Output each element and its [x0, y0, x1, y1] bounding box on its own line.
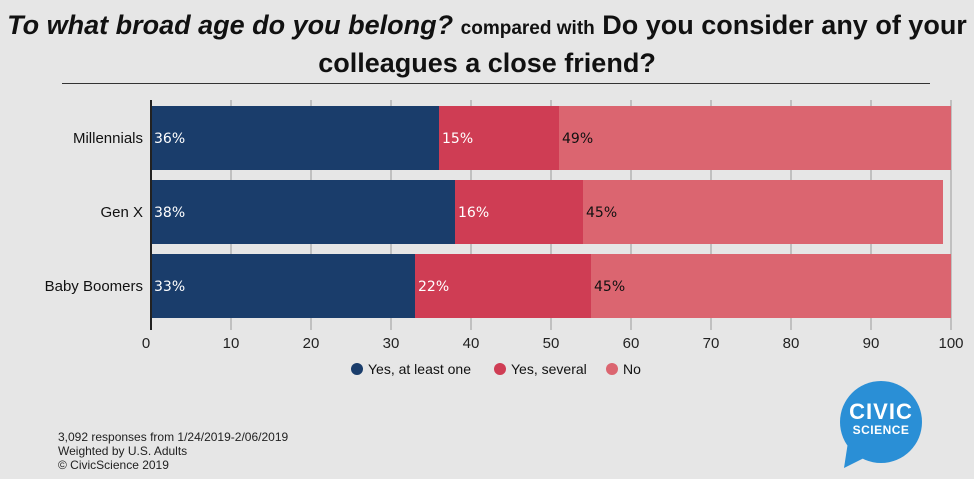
legend-marker — [351, 363, 363, 375]
bar-segment — [415, 254, 591, 318]
x-tick-label: 10 — [223, 335, 240, 352]
stacked-bar-chart: 0 10 20 30 40 50 60 70 80 90 100 36% 15% 49% Millennia… — [45, 100, 964, 377]
title-question-2: Do you consider any of your colleagues a… — [318, 10, 967, 78]
legend-marker — [606, 363, 618, 375]
legend-label: Yes, at least one — [368, 361, 471, 377]
data-label: 36% — [154, 131, 185, 147]
y-category-label: Baby Boomers — [45, 278, 143, 295]
x-tick-label: 0 — [142, 335, 150, 352]
title-connector: compared with — [460, 18, 595, 39]
footnote-copyright: © CivicScience 2019 — [58, 458, 169, 472]
bar-segment — [439, 106, 559, 170]
bar-segment — [151, 254, 415, 318]
civicscience-logo-icon — [840, 381, 922, 468]
data-label: 45% — [586, 205, 617, 221]
y-category-label: Gen X — [100, 204, 143, 221]
title-divider — [62, 83, 930, 84]
logo-line-2: SCIENCE — [852, 423, 910, 437]
footnote-weighting: Weighted by U.S. Adults — [58, 444, 188, 458]
logo-text: CIVIC SCIENCE — [836, 399, 926, 438]
x-tick-label: 40 — [463, 335, 480, 352]
bar-segment — [591, 254, 951, 318]
title-question-1: To what broad age do you belong? — [7, 10, 454, 40]
footnote-responses: 3,092 responses from 1/24/2019-2/06/2019 — [58, 430, 289, 444]
data-label: 16% — [458, 205, 489, 221]
x-tick-label: 30 — [383, 335, 400, 352]
x-tick-label: 50 — [543, 335, 560, 352]
legend-marker — [494, 363, 506, 375]
data-label: 38% — [154, 205, 185, 221]
data-label: 45% — [594, 279, 625, 295]
legend-label: Yes, several — [511, 361, 587, 377]
logo-line-1: CIVIC — [849, 399, 913, 424]
x-tick-label: 100 — [938, 335, 963, 352]
x-tick-label: 60 — [623, 335, 640, 352]
data-label: 33% — [154, 279, 185, 295]
bar-segment — [559, 106, 951, 170]
bar-segment — [583, 180, 943, 244]
x-tick-label: 90 — [863, 335, 880, 352]
chart-title: To what broad age do you belong? compare… — [0, 8, 974, 80]
bar-segment — [455, 180, 583, 244]
data-label: 15% — [442, 131, 473, 147]
data-label: 49% — [562, 131, 593, 147]
footnote: 3,092 responses from 1/24/2019-2/06/2019… — [58, 430, 288, 472]
data-label: 22% — [418, 279, 449, 295]
legend-label: No — [623, 361, 641, 377]
x-tick-label: 80 — [783, 335, 800, 352]
x-tick-label: 20 — [303, 335, 320, 352]
bar-segment — [151, 180, 455, 244]
y-category-label: Millennials — [73, 130, 143, 147]
bar-segment — [151, 106, 439, 170]
x-tick-label: 70 — [703, 335, 720, 352]
